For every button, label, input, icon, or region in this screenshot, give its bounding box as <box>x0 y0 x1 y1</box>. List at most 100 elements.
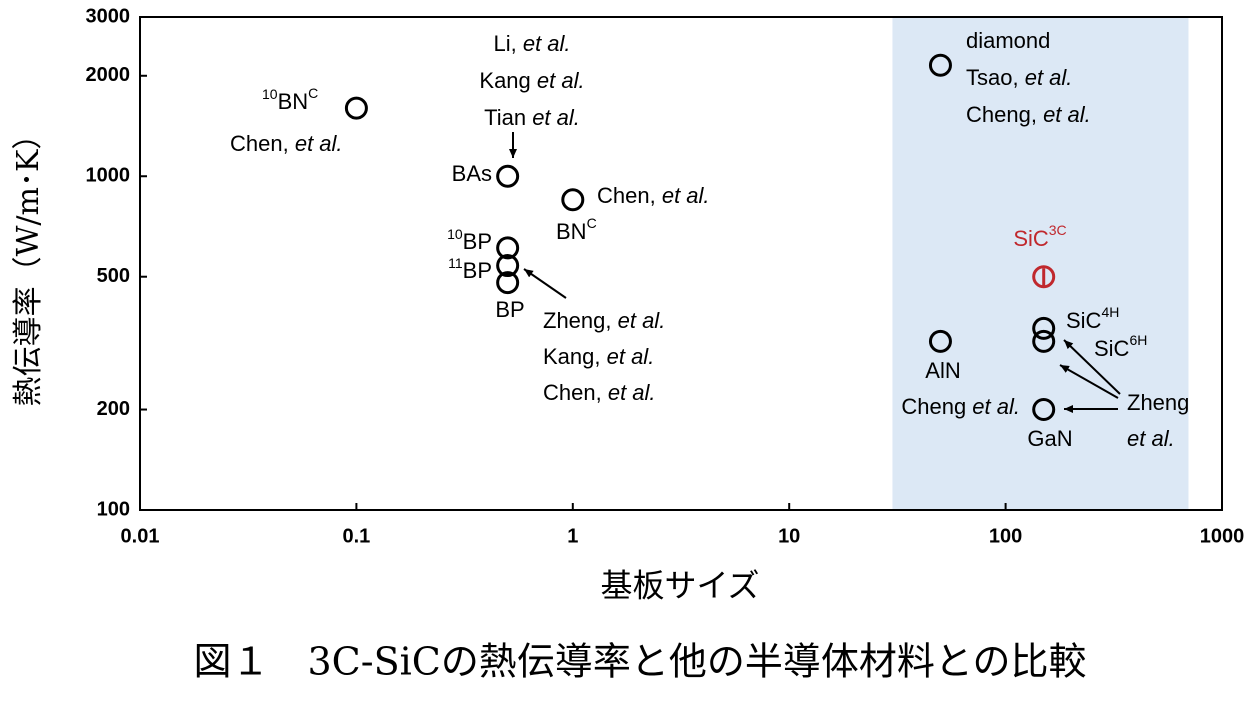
data-point <box>1032 265 1056 289</box>
y-tick-label: 1000 <box>86 165 131 187</box>
data-point <box>928 329 952 353</box>
plot-frame <box>139 16 1223 511</box>
annotation: Chen, et al. <box>543 380 656 405</box>
label-text: BN <box>556 219 587 244</box>
arrow <box>1059 364 1119 399</box>
annotation-text: Chen, <box>597 183 662 208</box>
label-text: AlN <box>925 358 960 383</box>
annotation-em: et al. <box>1025 65 1073 90</box>
annotation-em: et al. <box>618 308 666 333</box>
annotation-text: Chen, <box>543 380 608 405</box>
data-point <box>1032 398 1056 422</box>
point-label: AlN <box>925 358 960 383</box>
x-tick-label: 0.1 <box>342 525 370 547</box>
caption: 図１ 3C-SiCの熱伝導率と他の半導体材料との比較 <box>194 640 1087 684</box>
label-sup: C <box>308 85 318 101</box>
x-tick-label: 0.01 <box>121 525 160 547</box>
annotation-em: et al. <box>972 394 1020 419</box>
label-text: BP <box>463 229 492 254</box>
annotation: Chen, et al. <box>597 183 710 208</box>
data-point <box>496 271 520 295</box>
annotation-text: Kang, <box>543 344 607 369</box>
annotation-em: et al. <box>537 68 585 93</box>
y-tick-label: 2000 <box>86 64 131 86</box>
annotation-em: et al. <box>1127 426 1175 451</box>
y-tick-label: 100 <box>97 498 130 520</box>
annotation: Cheng, et al. <box>966 102 1091 127</box>
label-text: SiC <box>1013 226 1049 251</box>
annotation-em: et al. <box>295 131 343 156</box>
annotation-em: et al. <box>523 31 571 56</box>
annotation: Tian et al. <box>484 105 580 130</box>
annotation-em: et al. <box>608 380 656 405</box>
arrow <box>1063 339 1121 395</box>
point-label: SiC6H <box>1094 332 1147 361</box>
point-label: 11BP <box>448 255 492 283</box>
annotation-text: Li, <box>493 31 522 56</box>
y-axis-label: 熱伝導率（W/m･K） <box>11 120 46 407</box>
annotation-text: Tsao, <box>966 65 1025 90</box>
annotation-text: Tian <box>484 105 532 130</box>
x-axis-label: 基板サイズ <box>600 567 759 605</box>
annotation: Tsao, et al. <box>966 65 1072 90</box>
annotation-text: Cheng, <box>966 102 1043 127</box>
label-sup: C <box>587 215 597 231</box>
label-text: BP <box>495 297 524 322</box>
annotation-text: Chen, <box>230 131 295 156</box>
annotation-text: Zheng, <box>543 308 618 333</box>
highlight-region <box>892 17 1189 510</box>
annotation-text: Cheng <box>901 394 972 419</box>
y-tick-label: 3000 <box>86 5 131 27</box>
label-sup: 6H <box>1129 332 1147 348</box>
label-prefix: 10 <box>447 226 463 242</box>
annotation-text: Kang <box>479 68 537 93</box>
point-label: SiC4H <box>1066 304 1119 333</box>
label-text: SiC <box>1066 308 1102 333</box>
label-sup: 4H <box>1101 304 1119 320</box>
annotation: et al. <box>1127 426 1175 451</box>
x-tick-label: 1000 <box>1200 525 1245 547</box>
y-tick-label: 200 <box>97 398 130 420</box>
y-tick-label: 500 <box>97 265 130 287</box>
label-sup: 3C <box>1049 222 1067 238</box>
annotation: Chen, et al. <box>230 131 343 156</box>
x-tick-label: 1 <box>567 525 578 547</box>
data-point <box>561 188 585 212</box>
data-point <box>1032 316 1056 340</box>
annotation-em: et al. <box>607 344 655 369</box>
annotation: Zheng, et al. <box>543 308 665 333</box>
data-point <box>344 96 368 120</box>
label-prefix: 11 <box>448 255 463 271</box>
annotation-em: et al. <box>662 183 710 208</box>
data-point <box>1032 329 1056 353</box>
annotation: Li, et al. <box>493 31 570 56</box>
label-text: GaN <box>1027 426 1072 451</box>
point-label: diamond <box>966 28 1050 53</box>
label-text: BAs <box>452 161 492 186</box>
point-label: 10BP <box>447 226 492 254</box>
point-label: BP <box>495 297 524 322</box>
data-point <box>496 164 520 188</box>
label-text: BN <box>278 89 309 114</box>
point-label: SiC3C <box>1013 222 1066 251</box>
label-text: BP <box>463 258 492 283</box>
annotation-em: et al. <box>1043 102 1091 127</box>
point-label: GaN <box>1027 426 1072 451</box>
annotation: Zheng <box>1127 390 1189 415</box>
annotation: Kang et al. <box>479 68 584 93</box>
annotation-em: et al. <box>532 105 580 130</box>
arrow <box>523 268 567 299</box>
x-tick-label: 100 <box>989 525 1022 547</box>
data-point <box>496 254 520 278</box>
point-label: 10BNC <box>262 85 318 114</box>
point-label: BNC <box>556 215 597 244</box>
label-prefix: 10 <box>262 86 278 102</box>
label-text: diamond <box>966 28 1050 53</box>
label-text: SiC <box>1094 336 1130 361</box>
x-tick-label: 10 <box>778 525 800 547</box>
point-label: BAs <box>452 161 492 186</box>
annotation-text: Zheng <box>1127 390 1189 415</box>
annotation: Cheng et al. <box>901 394 1020 419</box>
arrows <box>509 132 1121 413</box>
